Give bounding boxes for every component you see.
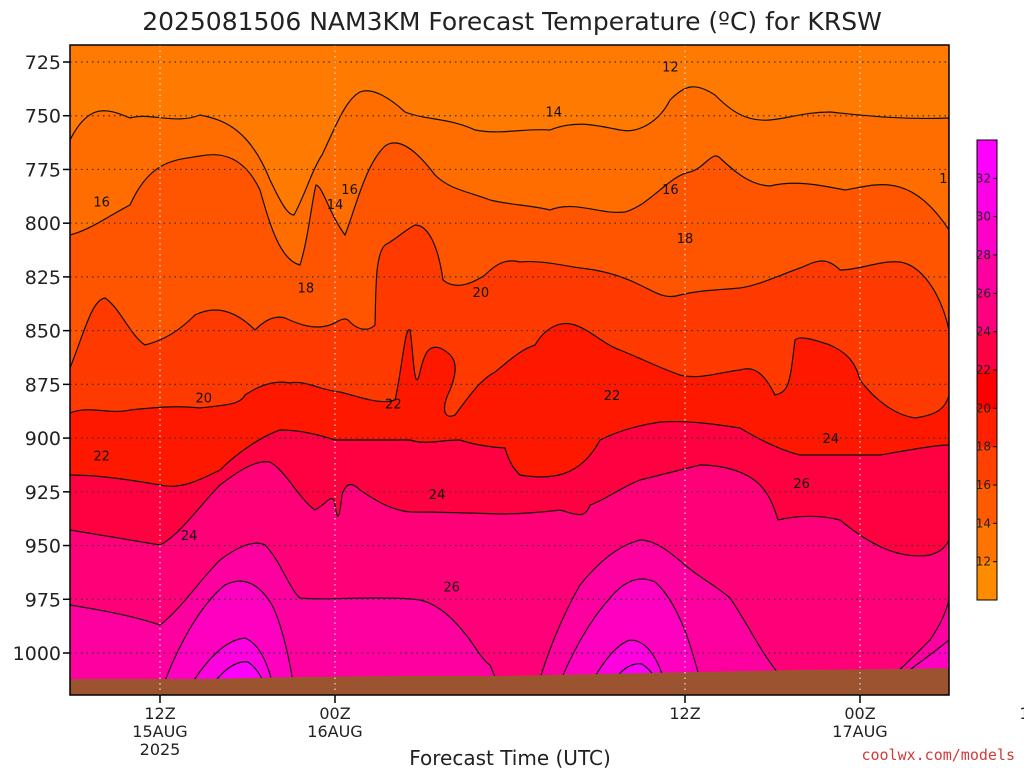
colorbar-swatch <box>977 178 997 218</box>
x-tick-label: 12Z <box>144 704 175 723</box>
colorbar-tick-label: 18 <box>976 440 991 454</box>
colorbar-swatch <box>977 331 997 371</box>
chart-title: 2025081506 NAM3KM Forecast Temperature (… <box>142 7 882 36</box>
colorbar-swatch <box>977 370 997 409</box>
terrain <box>70 668 949 695</box>
x-axis: 12Z15AUG202500Z16AUG12Z00Z17AUG12Z <box>132 695 1024 759</box>
y-tick-label: 875 <box>25 374 61 396</box>
contour-label: 12 <box>662 60 679 75</box>
x-tick-label: 00Z <box>319 704 350 723</box>
colorbar-swatch <box>977 485 997 524</box>
colorbar-tick-label: 26 <box>976 286 991 300</box>
contour-label: 20 <box>954 370 971 385</box>
contour-label: 22 <box>93 449 110 464</box>
x-tick-label: 17AUG <box>832 722 887 741</box>
contour-label: 26 <box>443 580 460 595</box>
x-tick-label: 15AUG <box>132 722 187 741</box>
y-tick-label: 850 <box>25 321 61 343</box>
colorbar-tick-label: 16 <box>976 478 991 492</box>
colorbar-tick-label: 12 <box>976 555 991 569</box>
colorbar-swatch <box>977 446 997 486</box>
colorbar-swatch <box>977 408 997 448</box>
y-tick-label: 725 <box>25 52 61 74</box>
contour-label: 18 <box>298 282 315 297</box>
colorbar-tick-label: 24 <box>976 325 991 339</box>
contour-label: 20 <box>195 391 212 406</box>
contour-label: 22 <box>604 389 621 404</box>
colorbar-tick-label: 28 <box>976 248 991 262</box>
colorbar-swatch <box>977 216 997 256</box>
y-tick-label: 900 <box>25 428 61 450</box>
contour-label: 24 <box>429 488 446 503</box>
y-tick-label: 750 <box>25 106 61 128</box>
x-tick-label: 16AUG <box>307 722 362 741</box>
contour-label: 24 <box>823 432 840 447</box>
contour-label: 16 <box>939 172 956 187</box>
colorbar-swatch <box>977 255 997 294</box>
contour-label: 14 <box>327 198 344 213</box>
contour-label: 16 <box>93 196 110 211</box>
x-tick-label: 00Z <box>844 704 875 723</box>
x-tick-label: 2025 <box>140 740 181 759</box>
colorbar-swatch <box>977 140 997 179</box>
grid-lines <box>70 45 949 695</box>
colorbar-tick-label: 30 <box>976 210 991 224</box>
contour-label: 16 <box>341 183 358 198</box>
y-tick-label: 950 <box>25 536 61 558</box>
y-tick-label: 1000 <box>13 643 61 665</box>
contour-label: 14 <box>998 99 1015 114</box>
colorbar-swatch <box>977 293 997 333</box>
colorbar-tick-label: 14 <box>976 516 991 530</box>
contour-label: 20 <box>473 286 490 301</box>
y-tick-label: 975 <box>25 589 61 611</box>
contour-label: 16 <box>662 183 679 198</box>
x-axis-label: Forecast Time (UTC) <box>409 746 611 768</box>
colorbar: 12 14 16 18 20 22 24 26 28 30 32 <box>976 139 998 601</box>
y-axis: 725 750 775 800 825 850 875 900 925 950 975 1000 <box>13 52 70 665</box>
x-tick-label: 12Z <box>1019 704 1024 723</box>
contour-label: 26 <box>793 477 810 492</box>
colorbar-swatch <box>977 523 997 563</box>
colorbar-tick-label: 32 <box>976 171 991 185</box>
credit-text: coolwx.com/models <box>861 746 1015 764</box>
contour-label: 22 <box>385 398 402 413</box>
colorbar-swatch <box>977 561 997 601</box>
y-tick-label: 825 <box>25 267 61 289</box>
contour-label: 18 <box>1012 226 1024 241</box>
contour-label: 18 <box>677 232 694 247</box>
y-tick-label: 775 <box>25 159 61 181</box>
y-tick-label: 800 <box>25 213 61 235</box>
colorbar-tick-label: 20 <box>976 401 991 415</box>
contour-labels: 1214161414161616181818202020222222222424… <box>93 60 1024 595</box>
plot-frame <box>69 44 950 696</box>
y-tick-label: 925 <box>25 482 61 504</box>
plot-area: 1214161414161616181818202020222222222424… <box>70 45 1024 695</box>
contour-label: 24 <box>181 529 198 544</box>
x-tick-label: 12Z <box>669 704 700 723</box>
colorbar-tick-label: 22 <box>976 363 991 377</box>
contour-label: 14 <box>545 105 562 120</box>
